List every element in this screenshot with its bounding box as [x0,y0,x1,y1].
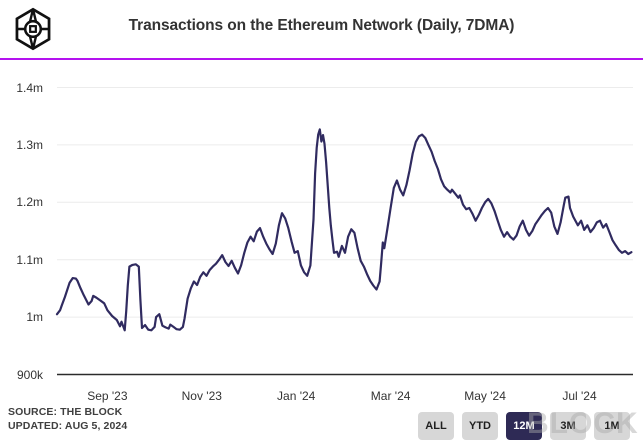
page-title: Transactions on the Ethereum Network (Da… [128,17,515,34]
range-button-3m[interactable]: 3M [550,412,586,440]
source-attribution: SOURCE: THE BLOCK UPDATED: AUG 5, 2024 [8,405,127,433]
x-axis-label: Jul '24 [562,389,597,403]
y-axis-label: 1.1m [16,252,43,267]
y-axis-label: 900k [16,367,43,382]
header-divider-line [0,58,643,60]
source-label: SOURCE: THE BLOCK [8,406,123,418]
y-axis: 1.4m 1.3m 1.2m 1.1m 1m 900k [0,0,43,400]
range-button-1m[interactable]: 1M [594,412,630,440]
y-axis-label: 1.3m [16,137,43,152]
x-axis-label: Sep '23 [87,389,128,403]
y-axis-label: 1m [26,310,43,325]
data-series-line [55,128,633,332]
the-block-logo-icon [15,7,51,51]
updated-label: UPDATED: AUG 5, 2024 [8,420,128,432]
range-button-all[interactable]: ALL [418,412,454,440]
x-axis-label: Nov '23 [181,389,222,403]
y-axis-label: 1.4m [16,80,43,95]
x-axis-label: Mar '24 [370,389,411,403]
x-axis-label: May '24 [464,389,506,403]
range-button-12m[interactable]: 12M [506,412,542,440]
x-axis-label: Jan '24 [277,389,316,403]
y-axis-label: 1.2m [16,195,43,210]
time-range-selector: ALL YTD 12M 3M 1M [418,412,630,440]
range-button-ytd[interactable]: YTD [462,412,498,440]
